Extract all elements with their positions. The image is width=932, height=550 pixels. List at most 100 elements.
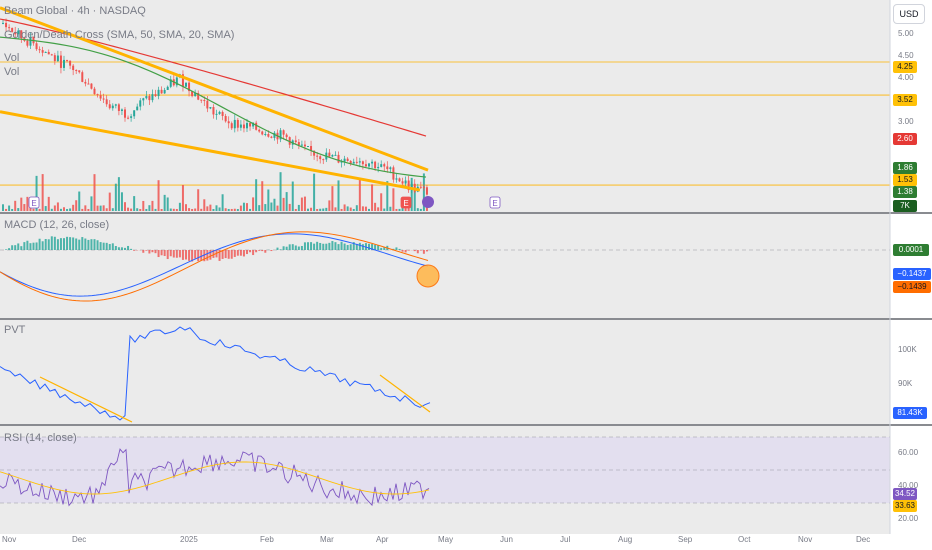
lightning-icon [422, 196, 434, 208]
candle-body [313, 150, 316, 156]
candle-body [188, 82, 191, 92]
pvt-title[interactable]: PVT [4, 324, 26, 336]
volume-bar [81, 208, 84, 211]
candle-body [358, 161, 361, 163]
candle-body [279, 130, 282, 140]
macd-histogram-bar [5, 249, 8, 250]
candle-body [297, 142, 300, 146]
volume-bar [93, 174, 96, 211]
macd-histogram-bar [114, 246, 117, 250]
volume-bar [236, 208, 239, 211]
macd-histogram-bar [44, 238, 47, 250]
macd-histogram-bar [331, 241, 334, 250]
price-tick-3: 3.00 [898, 117, 914, 126]
volume-bar [371, 184, 374, 211]
candle-body [69, 60, 72, 66]
macd-histogram-bar [294, 245, 297, 250]
pvt-value-label: 81.43K [893, 407, 927, 419]
candle-body [364, 164, 367, 167]
candle-body [120, 109, 123, 111]
rsi-tick-40: 40.00 [898, 481, 919, 490]
macd-histogram-bar [270, 250, 273, 252]
candle-body [230, 123, 233, 129]
volume-bar [130, 208, 133, 211]
candle-body [398, 178, 401, 182]
volume-indicator-title-2[interactable]: Vol [4, 66, 20, 78]
time-tick-feb: Feb [260, 535, 274, 544]
candle-body [191, 91, 194, 97]
candle-body [425, 187, 428, 195]
macd-panel-bg [0, 214, 890, 318]
candle-body [294, 140, 297, 143]
volume-bar [169, 208, 172, 211]
candle-body [343, 158, 346, 162]
macd-histogram-bar [81, 237, 84, 250]
macd-histogram-bar [307, 242, 309, 250]
volume-indicator-title[interactable]: Vol [4, 52, 20, 64]
macd-histogram-bar [343, 243, 346, 250]
volume-bar [258, 205, 261, 211]
candle-body [377, 166, 380, 169]
candle-body [133, 110, 136, 117]
volume-bar [154, 208, 157, 211]
candle-body [44, 51, 47, 53]
candle-body [300, 144, 303, 146]
candle-body [160, 89, 163, 94]
volume-bar [166, 197, 169, 211]
candle-body [17, 30, 20, 35]
volume-bar [87, 208, 90, 211]
candle-body [246, 122, 248, 129]
volume-bar [343, 204, 346, 211]
macd-histogram-bar [203, 250, 206, 262]
macd-histogram-bar [127, 245, 130, 250]
wedge-lower-trendline [0, 110, 421, 192]
macd-histogram-bar [285, 246, 288, 250]
candle-body [361, 161, 364, 165]
volume-bar [422, 173, 425, 211]
macd-histogram-bar [361, 244, 364, 250]
macd-histogram-bar [26, 240, 29, 250]
event-marker-earnings-3-text: E [492, 199, 497, 208]
candle-body [252, 122, 255, 127]
volume-bar [203, 199, 206, 211]
macd-histogram-bar [368, 243, 370, 250]
symbol-title[interactable]: Beam Global · 4h · NASDAQ [4, 5, 146, 17]
volume-bar [160, 208, 163, 211]
time-tick-dec: Dec [72, 535, 87, 544]
macd-signal-line [0, 231, 429, 302]
candle-body [181, 74, 184, 87]
macd-histogram-bar [209, 250, 212, 260]
rsi-title[interactable]: RSI (14, close) [4, 432, 77, 444]
macd-title[interactable]: MACD (12, 26, close) [4, 219, 110, 231]
volume-bar [285, 192, 288, 211]
candle-body [151, 94, 154, 101]
volume-bar [419, 208, 422, 211]
volume-bar [124, 202, 126, 211]
candle-body [117, 104, 120, 111]
cross-indicator-title[interactable]: Golden/Death Cross (SMA, 50, SMA, 20, SM… [4, 29, 235, 41]
volume-bar [75, 200, 78, 211]
candle-body [215, 113, 218, 115]
macd-histogram-bar [279, 249, 282, 250]
macd-histogram-bar [84, 238, 87, 250]
candle-body [130, 116, 133, 118]
price-label-352: 3.52 [893, 94, 917, 106]
price-label-153: 1.53 [893, 174, 917, 186]
candle-body [383, 164, 386, 167]
candle-body [157, 89, 160, 97]
candle-body [41, 50, 44, 53]
volume-bar [185, 204, 187, 211]
candle-body [175, 77, 178, 86]
currency-button[interactable]: USD [893, 4, 925, 24]
macd-histogram-bar [160, 250, 163, 256]
pvt-tick-90k: 90K [898, 379, 913, 388]
candle-body [136, 106, 139, 111]
macd-histogram-bar [383, 247, 386, 250]
volume-bar [221, 194, 224, 211]
time-tick-2025: 2025 [180, 535, 198, 544]
volume-bar [242, 202, 245, 211]
time-tick-nov-2: Nov [798, 535, 813, 544]
macd-histogram-bar [252, 250, 255, 256]
event-marker-earnings-1-text: E [31, 199, 36, 208]
